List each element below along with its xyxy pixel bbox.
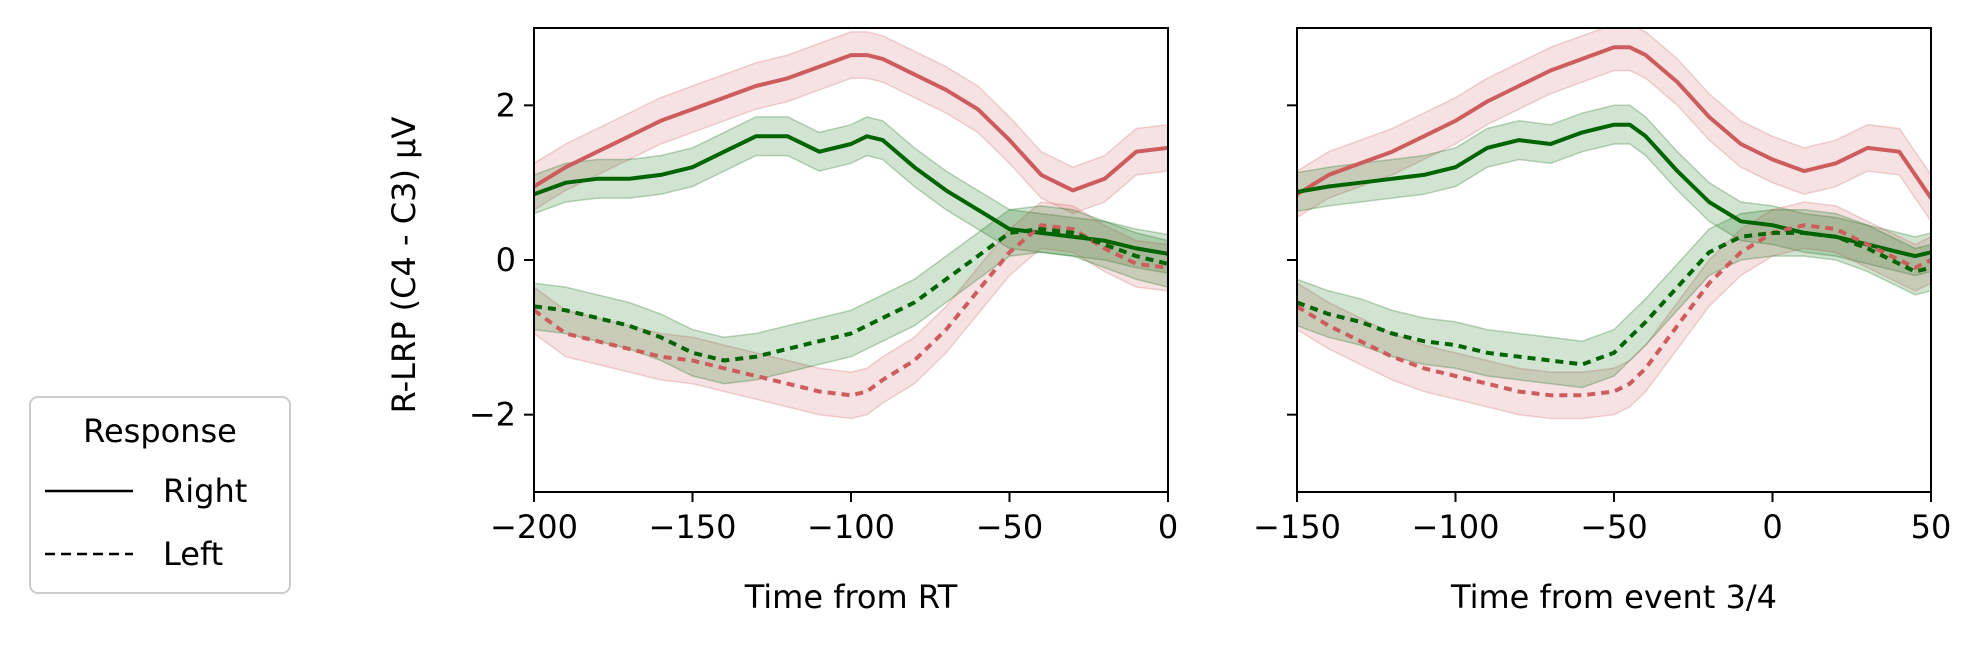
x-axis-label: Time from RT [744, 578, 958, 616]
x-tick-label: −150 [649, 508, 737, 546]
x-tick-label: −100 [1412, 508, 1500, 546]
x-tick-label: −50 [976, 508, 1044, 546]
ci-band-green-solid [534, 116, 1168, 274]
panel-1: −200 −150 −100 −50 0 −2 0 2 Time from RT [469, 27, 1178, 616]
x-axis-label: Time from event 3/4 [1450, 578, 1777, 616]
plot-area [1297, 28, 1931, 420]
y-tick-label: −2 [469, 396, 516, 434]
ci-band-green-dashed [1297, 208, 1931, 389]
x-tick-label: −50 [1580, 508, 1648, 546]
panel-2: −150 −100 −50 0 50 Time from event 3/4 [1253, 27, 1952, 616]
y-tick-label: 0 [496, 241, 516, 279]
series-line-green-solid [534, 134, 1168, 256]
series-line-red-solid [534, 53, 1168, 193]
y-tick-label: 2 [496, 86, 516, 124]
legend-frame [29, 396, 291, 594]
series-line-green-dashed [534, 227, 1168, 363]
legend-entry-left: Left [163, 535, 223, 573]
x-tick-label: 50 [1911, 508, 1952, 546]
x-tick-label: −150 [1253, 508, 1341, 546]
series-line-red-solid [1297, 45, 1931, 200]
series-line-red-dashed [534, 223, 1168, 398]
x-tick-label: 0 [1158, 508, 1178, 546]
x-tick-label: −100 [807, 508, 895, 546]
legend-entry-right: Right [163, 472, 247, 510]
plot-area [534, 31, 1168, 420]
axes-frame [533, 27, 1169, 493]
series-line-red-dashed [1297, 223, 1931, 398]
ci-band-red-solid [1297, 28, 1931, 223]
x-tick-label: 0 [1762, 508, 1782, 546]
legend: Response Right Left [29, 396, 291, 594]
legend-title: Response [83, 412, 237, 450]
x-tick-label: −200 [490, 508, 578, 546]
series-line-green-dashed [1297, 230, 1931, 367]
ci-band-red-dashed [1297, 201, 1931, 420]
y-axis-label: R-LRP (C4 - C3) μV [385, 117, 423, 414]
